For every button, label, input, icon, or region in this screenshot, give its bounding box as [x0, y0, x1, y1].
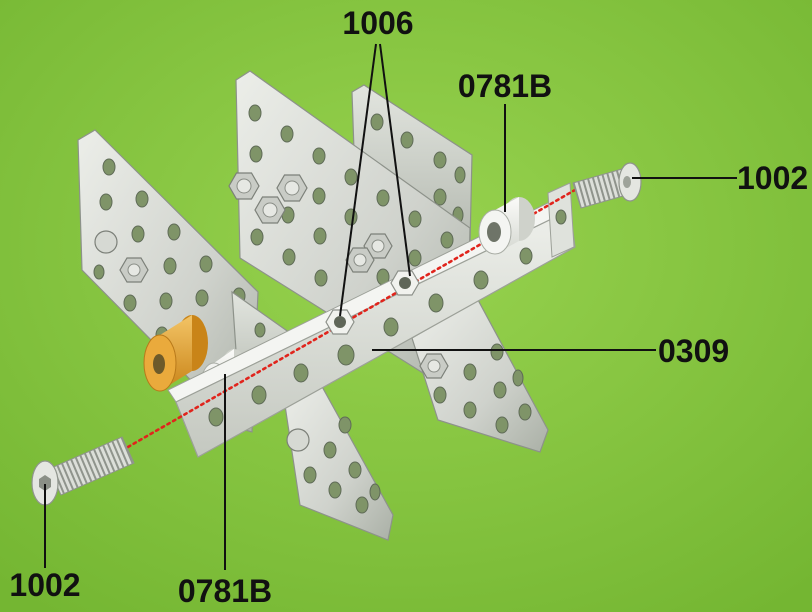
hex-nut [345, 247, 375, 273]
hole [250, 228, 264, 246]
hole [463, 401, 477, 419]
hex-nut [228, 172, 260, 200]
hole [323, 441, 337, 459]
bolt-1002-left [31, 436, 135, 506]
hole [519, 247, 533, 265]
hole [408, 210, 422, 228]
hex-nut [254, 196, 286, 224]
hole [123, 294, 137, 312]
hole [199, 255, 213, 273]
hole [337, 344, 355, 366]
hole [473, 270, 489, 290]
hole [251, 385, 267, 405]
hole [355, 496, 369, 514]
hex-nut [363, 233, 393, 259]
hole [433, 151, 447, 169]
hole [376, 189, 390, 207]
hole [314, 269, 328, 287]
bolt-1002-right [572, 162, 642, 209]
hole [248, 104, 262, 122]
hole [440, 231, 454, 249]
callout-nut-1006: 1006 [342, 5, 413, 41]
spacer-0781b-top [478, 197, 535, 255]
nut-1006-a [325, 309, 355, 335]
nut-1006-b [390, 270, 420, 296]
callout-bolt-left: 1002 [9, 567, 80, 603]
callout-bar: 0309 [658, 333, 729, 369]
hole [338, 416, 352, 434]
callout-spacer-top: 0781B [458, 68, 552, 104]
hole [303, 466, 317, 484]
hole [433, 386, 447, 404]
hole [293, 363, 309, 383]
hex-nut [119, 257, 149, 283]
hole [344, 168, 358, 186]
hole [312, 147, 326, 165]
hole [282, 248, 296, 266]
hole [167, 223, 181, 241]
front-lower-plate [282, 382, 394, 541]
hole [370, 113, 384, 131]
hole [512, 369, 524, 387]
hole [344, 208, 358, 226]
hole [135, 190, 149, 208]
hole [254, 322, 266, 338]
hole [463, 363, 477, 381]
hole [195, 289, 209, 307]
orange-spacer [143, 315, 208, 392]
hole [348, 461, 362, 479]
hole [93, 264, 105, 280]
hole [493, 381, 507, 399]
angle-bar-0309 [167, 182, 576, 458]
hex-nut [276, 174, 308, 202]
hole [490, 343, 504, 361]
hole [408, 249, 422, 267]
hole [312, 187, 326, 205]
leader-nut-1006-a [339, 43, 377, 317]
hole [400, 131, 414, 149]
hole [518, 403, 532, 421]
hole [313, 227, 327, 245]
hole [280, 125, 294, 143]
hole [328, 481, 342, 499]
callout-spacer-bottom: 0781B [178, 573, 272, 609]
hole [428, 293, 444, 313]
hole [383, 317, 399, 337]
hole [99, 193, 113, 211]
hole [249, 145, 263, 163]
hole [163, 257, 177, 275]
hole [159, 292, 173, 310]
hole [131, 225, 145, 243]
hole [433, 188, 447, 206]
hole [102, 158, 116, 176]
leader-nut-1006-b [379, 43, 411, 277]
bolt-head [286, 428, 310, 452]
hole [208, 407, 224, 427]
callout-bolt-right: 1002 [737, 160, 808, 196]
hole [454, 166, 466, 184]
hole [369, 483, 381, 501]
hex-nut [419, 353, 449, 379]
hole [495, 416, 509, 434]
bolt-head [94, 230, 118, 254]
hole [555, 209, 567, 225]
